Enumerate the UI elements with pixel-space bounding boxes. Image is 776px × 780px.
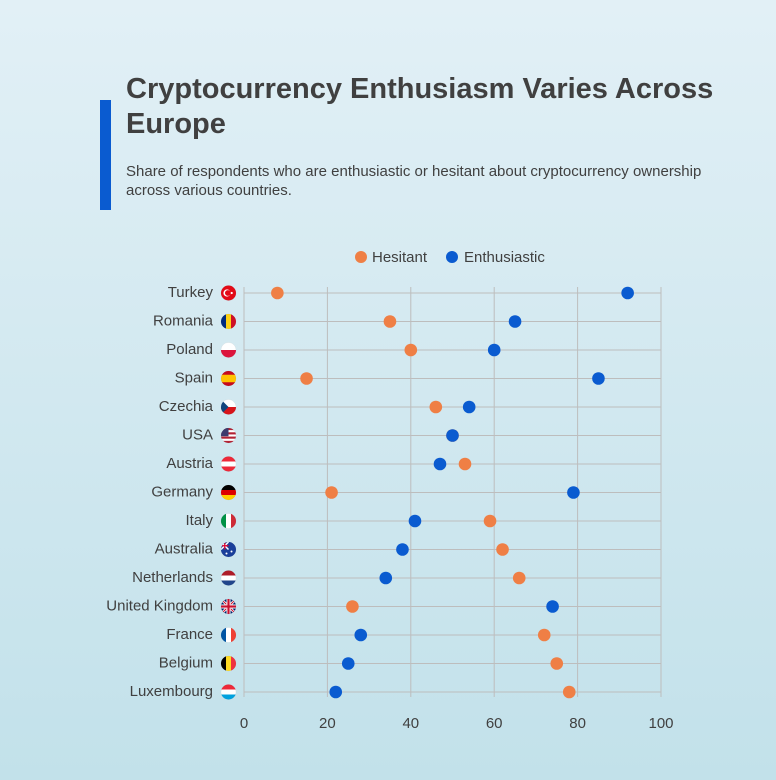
hesitant-point: [325, 486, 338, 499]
flag-austria-icon: [220, 456, 237, 472]
hesitant-point: [271, 286, 284, 300]
chart-subtitle: Share of respondents who are enthusiasti…: [126, 163, 702, 199]
country-label: Austria: [166, 455, 213, 472]
flag-france-icon: [220, 627, 237, 643]
flag-romania-icon: [220, 313, 237, 330]
flag-australia-icon: [220, 541, 237, 558]
enthusiastic-point: [379, 571, 393, 585]
country-label: Germany: [151, 483, 213, 500]
flag-italy-icon: [220, 513, 237, 529]
country-label: Australia: [155, 540, 214, 557]
country-label: Italy: [185, 512, 213, 529]
country-label: Netherlands: [132, 569, 213, 586]
data-points: [271, 286, 634, 699]
enthusiastic-point: [433, 457, 447, 471]
hesitant-point: [483, 514, 497, 528]
country-label: Czechia: [159, 398, 214, 415]
enthusiastic-point: [446, 429, 459, 442]
x-axis-ticks: 0 20 40 60 80 100: [240, 715, 674, 732]
enthusiastic-point: [621, 286, 634, 300]
hesitant-point: [496, 543, 509, 556]
country-label: Belgium: [159, 654, 213, 671]
x-tick-label: 100: [648, 715, 673, 732]
legend-enthusiastic-marker: [446, 251, 458, 263]
chart-title: Cryptocurrency Enthusiasm Varies Across …: [126, 73, 714, 140]
legend-enthusiastic-label: Enthusiastic: [464, 249, 545, 266]
hesitant-point: [562, 685, 576, 699]
hesitant-point: [458, 457, 472, 471]
country-label: Spain: [175, 369, 213, 386]
hesitant-point: [346, 600, 359, 613]
country-label: Luxembourg: [130, 683, 213, 700]
enthusiastic-point: [408, 514, 422, 528]
x-tick-label: 20: [319, 715, 336, 732]
enthusiastic-point: [508, 315, 522, 328]
gridlines: [243, 287, 662, 697]
legend: Hesitant Enthusiastic: [355, 249, 545, 266]
flag-poland-icon: [220, 342, 237, 358]
flag-luxembourg-icon: [220, 684, 237, 700]
country-label: Poland: [166, 341, 213, 358]
enthusiastic-point: [592, 372, 605, 385]
flag-spain-icon: [220, 370, 237, 387]
x-tick-label: 80: [569, 715, 586, 732]
title-accent-bar: [100, 100, 111, 210]
enthusiastic-point: [546, 600, 559, 613]
hesitant-point: [404, 343, 418, 357]
hesitant-point: [429, 400, 443, 414]
country-label: Turkey: [168, 284, 214, 301]
flag-czechia-icon: [220, 399, 237, 415]
x-tick-label: 60: [486, 715, 503, 732]
hesitant-point: [550, 657, 564, 670]
enthusiastic-point: [567, 486, 580, 499]
country-label: France: [166, 626, 213, 643]
hesitant-point: [383, 315, 397, 328]
country-label: United Kingdom: [106, 597, 213, 614]
flag-usa-icon: [220, 427, 237, 444]
hesitant-point: [512, 571, 526, 585]
enthusiastic-point: [354, 628, 368, 642]
enthusiastic-point: [487, 343, 501, 357]
country-label: Romania: [153, 312, 214, 329]
enthusiastic-point: [462, 400, 476, 414]
flag-united-kingdom-icon: [220, 598, 237, 615]
legend-hesitant-label: Hesitant: [372, 249, 428, 266]
flag-belgium-icon: [220, 655, 237, 672]
x-tick-label: 40: [402, 715, 419, 732]
hesitant-point: [537, 628, 551, 642]
enthusiastic-point: [329, 685, 343, 699]
enthusiastic-point: [396, 543, 409, 556]
enthusiastic-point: [341, 657, 355, 670]
country-rows: Turkey Romania Poland Spain Czechia USA Austri…: [106, 284, 237, 700]
flag-netherlands-icon: [220, 570, 237, 586]
flag-germany-icon: [220, 484, 237, 501]
x-tick-label: 0: [240, 715, 248, 732]
hesitant-point: [300, 372, 313, 385]
legend-hesitant-marker: [355, 251, 367, 263]
country-label: USA: [182, 426, 213, 443]
flag-turkey-icon: [220, 285, 237, 301]
